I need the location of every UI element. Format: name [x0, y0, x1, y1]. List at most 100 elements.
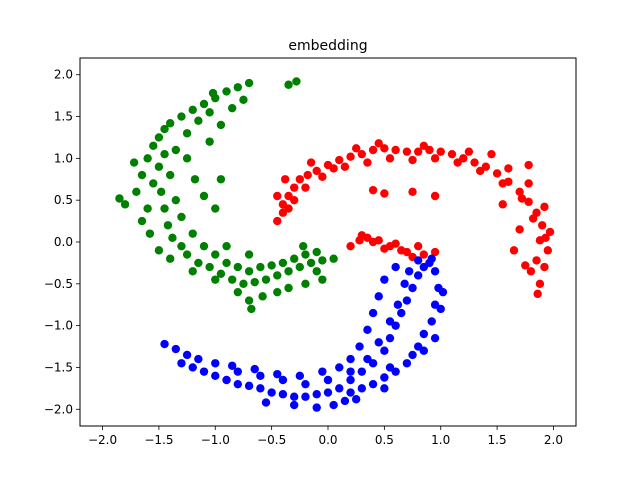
data-point	[543, 246, 553, 255]
data-point	[346, 152, 355, 161]
data-point	[436, 147, 445, 156]
data-point	[318, 367, 327, 376]
data-point	[430, 247, 440, 257]
data-point	[402, 247, 412, 257]
data-point	[205, 108, 214, 117]
data-point	[540, 262, 549, 272]
data-point	[199, 99, 209, 109]
data-point	[132, 187, 141, 197]
data-point	[368, 379, 378, 389]
data-points	[115, 77, 555, 412]
data-point	[492, 169, 502, 178]
data-point	[256, 384, 265, 393]
data-point	[165, 170, 175, 180]
data-point	[137, 170, 147, 180]
data-point	[404, 267, 414, 276]
data-point	[402, 147, 412, 156]
data-point	[368, 237, 378, 247]
data-point	[402, 359, 412, 368]
data-point	[199, 191, 209, 201]
data-point	[115, 194, 124, 203]
data-point	[233, 287, 243, 297]
data-point	[273, 369, 282, 379]
data-point	[188, 105, 197, 115]
y-tick-label: 0.5	[54, 193, 73, 207]
data-point	[227, 361, 237, 370]
x-tick-label: −1.0	[201, 433, 230, 447]
data-point	[250, 277, 259, 287]
data-point	[211, 250, 220, 259]
data-point	[380, 373, 389, 382]
data-point	[154, 162, 164, 171]
data-point	[312, 166, 321, 176]
data-point	[312, 390, 321, 399]
data-point	[289, 195, 299, 205]
data-point	[163, 221, 173, 230]
data-point	[346, 367, 355, 376]
y-tick-label: 1.0	[54, 151, 73, 165]
data-point	[244, 296, 254, 305]
data-point	[438, 287, 448, 297]
y-tick-label: 2.0	[54, 68, 73, 82]
data-point	[182, 129, 192, 138]
data-point	[385, 317, 395, 326]
x-tick-label: −2.0	[88, 433, 117, 447]
data-point	[171, 145, 181, 155]
data-point	[419, 329, 429, 339]
data-point	[524, 179, 533, 188]
data-point	[419, 250, 429, 259]
data-point	[306, 158, 316, 167]
data-point	[400, 279, 409, 289]
data-point	[419, 141, 429, 151]
data-point	[346, 388, 355, 397]
data-point	[340, 162, 350, 171]
data-point	[168, 233, 177, 243]
data-point	[385, 333, 395, 343]
data-point	[447, 149, 457, 159]
data-point	[470, 158, 479, 167]
data-point	[205, 137, 214, 146]
data-point	[391, 239, 400, 248]
data-point	[273, 287, 282, 297]
data-point	[385, 154, 395, 163]
data-point	[408, 155, 417, 165]
data-point	[351, 144, 361, 153]
data-point	[273, 216, 282, 226]
data-point	[413, 271, 423, 280]
data-point	[190, 175, 200, 184]
data-point	[535, 236, 545, 245]
data-point	[380, 144, 389, 153]
data-point	[292, 77, 301, 86]
data-point	[524, 160, 533, 170]
data-point	[323, 375, 333, 385]
data-point	[211, 359, 220, 368]
data-point	[233, 83, 243, 92]
data-point	[427, 254, 436, 263]
data-point	[380, 244, 389, 253]
data-point	[329, 164, 338, 173]
data-point	[247, 304, 256, 314]
data-point	[295, 262, 305, 272]
data-point	[289, 392, 299, 401]
data-point	[222, 241, 231, 251]
data-point	[368, 145, 378, 155]
data-point	[261, 275, 271, 284]
data-point	[227, 103, 237, 113]
x-tick-label: 0.0	[318, 433, 337, 447]
data-point	[199, 241, 209, 251]
data-point	[537, 221, 547, 230]
data-point	[363, 325, 372, 335]
data-point	[346, 375, 355, 385]
data-point	[312, 247, 321, 257]
data-point	[413, 256, 423, 265]
x-tick-label: −1.5	[144, 433, 173, 447]
data-point	[517, 194, 527, 203]
data-point	[528, 214, 538, 223]
data-point	[280, 175, 290, 184]
data-point	[487, 149, 496, 159]
data-point	[216, 269, 226, 278]
data-point	[160, 339, 169, 349]
data-point	[509, 246, 519, 255]
